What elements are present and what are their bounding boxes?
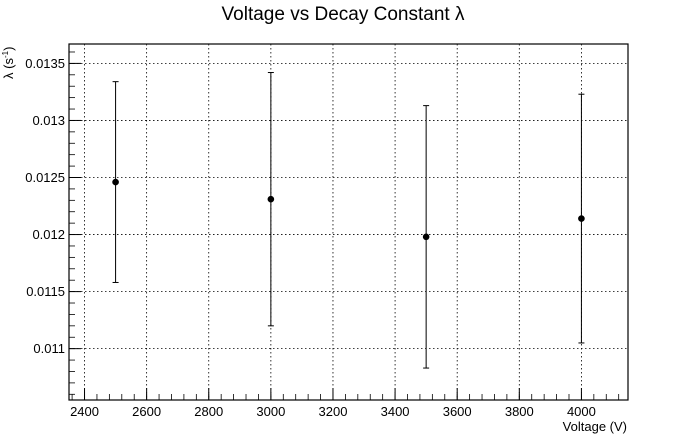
data-point (267, 195, 275, 203)
x-tick-label: 4000 (567, 404, 596, 419)
x-tick-label: 3200 (319, 404, 348, 419)
x-tick-label: 3400 (381, 404, 410, 419)
y-tick-label: 0.0125 (25, 170, 65, 185)
y-axis-label-close: ) (1, 47, 16, 51)
y-axis-label-superscript: -1 (1, 50, 10, 58)
data-series (112, 72, 585, 369)
y-tick-label: 0.012 (32, 227, 65, 242)
x-tick-label: 2600 (132, 404, 161, 419)
data-point (578, 215, 585, 222)
data-point (112, 178, 119, 186)
data-point (422, 233, 430, 241)
y-tick-label: 0.0135 (25, 56, 65, 71)
plot-frame (68, 43, 629, 401)
chart-title: Voltage vs Decay Constant λ (222, 4, 465, 25)
y-axis-label: λ (s-1) (1, 47, 16, 79)
x-tick-label: 3600 (443, 404, 472, 419)
x-tick-label: 3000 (256, 404, 285, 419)
y-tick-label: 0.0115 (26, 284, 65, 299)
y-axis-label-main: λ (s (1, 58, 16, 79)
y-axis: 0.011 0.0115 0.012 0.0125 0.013 0.0135 (25, 51, 81, 395)
y-tick-label: 0.013 (32, 113, 65, 128)
x-tick-label: 3800 (505, 404, 534, 419)
x-axis: 2400 2600 2800 3000 3200 3400 3600 3800 4000 (70, 388, 620, 419)
x-axis-label: Voltage (V) (563, 419, 627, 434)
y-tick-label: 0.011 (33, 341, 65, 356)
x-tick-label: 2800 (194, 404, 223, 419)
grid (69, 44, 628, 400)
x-tick-label: 2400 (70, 404, 99, 419)
